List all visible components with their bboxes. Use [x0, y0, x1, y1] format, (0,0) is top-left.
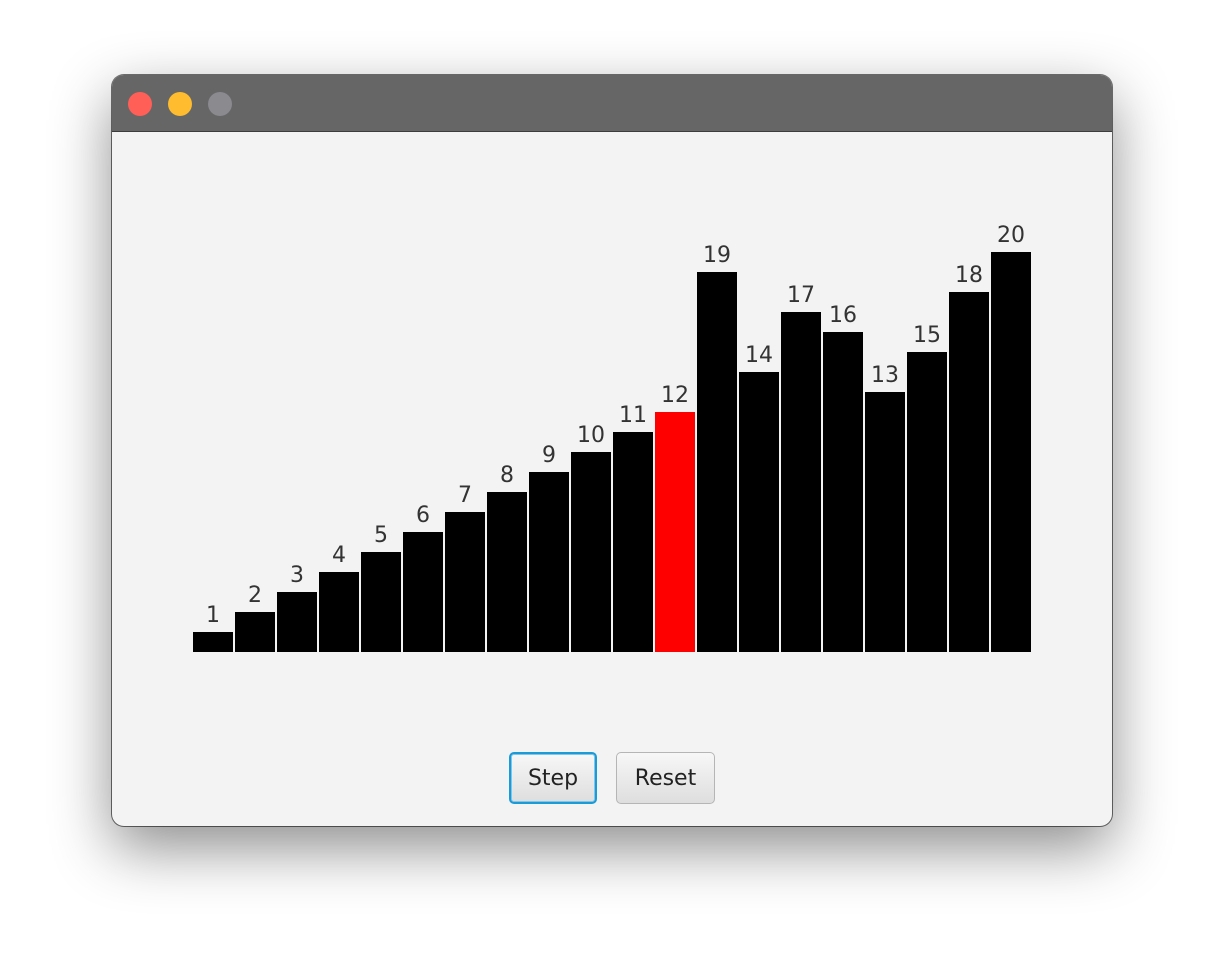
bar: [277, 592, 317, 652]
bar-value-label: 19: [703, 243, 731, 268]
bar-value-label: 1: [206, 603, 220, 628]
bar-highlighted: [655, 412, 695, 652]
bar-value-label: 7: [458, 483, 472, 508]
title-bar[interactable]: [112, 75, 1112, 132]
bar-value-label: 17: [787, 283, 815, 308]
step-button[interactable]: Step: [509, 752, 597, 804]
bar-value-label: 15: [913, 323, 941, 348]
bar: [865, 392, 905, 652]
close-window-button[interactable]: [128, 92, 152, 116]
bar-value-label: 6: [416, 503, 430, 528]
button-row: Step Reset: [112, 752, 1112, 806]
bar: [571, 452, 611, 652]
bar-value-label: 11: [619, 403, 647, 428]
bar: [193, 632, 233, 652]
bar-value-label: 10: [577, 423, 605, 448]
bar: [361, 552, 401, 652]
app-window: 1 2 3 4 5 6 7 8 9 10 11 12 19 14 17 16 13 15 18 20 Step Res…: [112, 75, 1112, 826]
bar-value-label: 14: [745, 343, 773, 368]
bar: [907, 352, 947, 652]
bar: [781, 312, 821, 652]
bar-value-label: 8: [500, 463, 514, 488]
bar: [823, 332, 863, 652]
bar: [319, 572, 359, 652]
bar: [613, 432, 653, 652]
zoom-window-button[interactable]: [208, 92, 232, 116]
minimize-window-button[interactable]: [168, 92, 192, 116]
bar: [445, 512, 485, 652]
bar-value-label: 20: [997, 223, 1025, 248]
bar-value-label: 4: [332, 543, 346, 568]
bar: [487, 492, 527, 652]
bar: [403, 532, 443, 652]
bar: [949, 292, 989, 652]
bar-value-label: 3: [290, 563, 304, 588]
main-content: 1 2 3 4 5 6 7 8 9 10 11 12 19 14 17 16 13 15 18 20 Step Res…: [112, 132, 1112, 826]
bar-value-label: 12: [661, 383, 689, 408]
bar: [235, 612, 275, 652]
bar-value-label: 16: [829, 303, 857, 328]
bar: [529, 472, 569, 652]
bar-value-label: 2: [248, 583, 262, 608]
bar-value-label: 9: [542, 443, 556, 468]
bar: [739, 372, 779, 652]
bar-value-label: 5: [374, 523, 388, 548]
bar-value-label: 18: [955, 263, 983, 288]
bar: [697, 272, 737, 652]
bar: [991, 252, 1031, 652]
bar-value-label: 13: [871, 363, 899, 388]
reset-button[interactable]: Reset: [616, 752, 715, 804]
